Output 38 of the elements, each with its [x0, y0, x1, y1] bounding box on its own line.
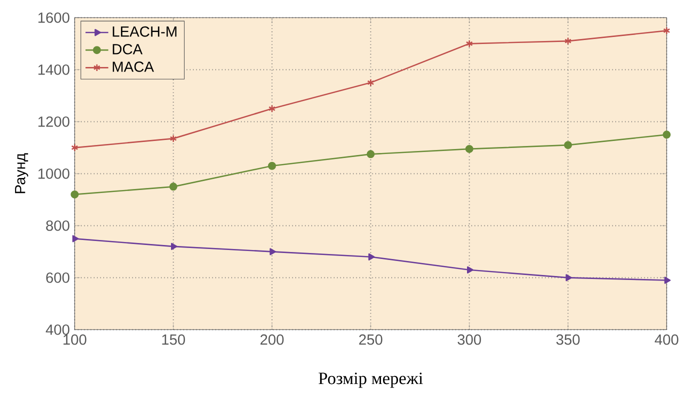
point: [72, 235, 79, 242]
legend-label: MACA: [112, 62, 154, 72]
y-tick-label: 1200: [38, 116, 70, 127]
point: [662, 130, 671, 139]
x-tick-label: 200: [260, 334, 284, 345]
x-tick-label: 400: [654, 334, 678, 345]
point: [70, 190, 79, 198]
point: [268, 162, 276, 170]
y-tick-label: 400: [46, 324, 70, 335]
point: [564, 37, 572, 46]
x-axis-title: Розмір мережі: [318, 372, 423, 388]
point: [564, 141, 572, 150]
point: [465, 144, 474, 153]
x-tick-label: 250: [359, 334, 382, 345]
y-axis-title: Раунд: [15, 153, 28, 194]
point: [270, 248, 276, 256]
point: [466, 40, 473, 48]
x-tick-label: 150: [162, 334, 185, 345]
point: [367, 78, 374, 87]
point: [664, 276, 671, 284]
point: [171, 242, 178, 250]
y-tick-label: 800: [46, 220, 70, 231]
x-tick-label: 100: [64, 334, 86, 345]
point: [268, 104, 276, 113]
legend-label: DCA: [112, 44, 143, 54]
point: [170, 134, 177, 143]
point: [467, 266, 474, 274]
y-tick-label: 1000: [38, 168, 70, 179]
point: [169, 182, 178, 191]
x-tick-label: 350: [556, 334, 580, 345]
point: [368, 253, 375, 260]
legend-label: LEACH-M: [112, 26, 176, 37]
y-tick-label: 600: [46, 272, 70, 283]
x-tick-label: 300: [458, 334, 481, 345]
y-tick-label: 1400: [38, 64, 70, 75]
point: [566, 274, 572, 282]
y-tick-label: 1600: [38, 12, 70, 23]
point: [366, 150, 375, 158]
